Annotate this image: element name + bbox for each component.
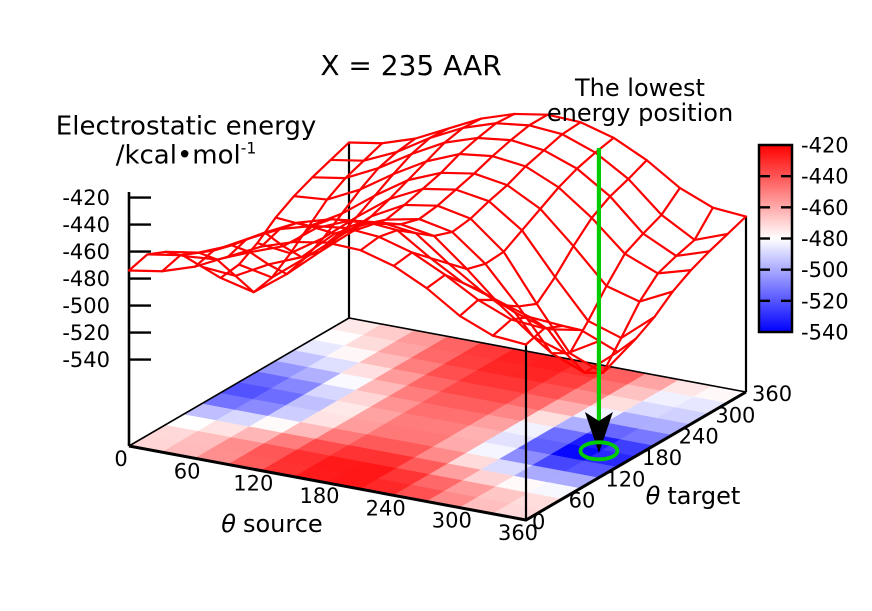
z-tick-label: -420 [62, 186, 110, 210]
y-tick-label: 120 [605, 467, 645, 491]
mesh-line [293, 112, 516, 244]
mesh-line [425, 159, 648, 308]
mesh-line [292, 152, 693, 275]
chart-title: X = 235 AAR [320, 48, 502, 82]
mesh-surface [127, 112, 748, 374]
colorbar-tick-label: -420 [801, 134, 849, 158]
lowest-point-ellipse [578, 440, 620, 462]
y-tick-label: 360 [752, 382, 792, 406]
x-tick-label: 120 [233, 472, 273, 496]
x-tick-label: 360 [498, 521, 538, 545]
mesh-line [146, 224, 546, 330]
y-tick-label: 60 [569, 489, 596, 513]
x-tick-label: 180 [299, 484, 339, 508]
mesh-line [491, 206, 715, 374]
x-tick-label: 240 [366, 496, 406, 520]
x-tick-label: 300 [432, 509, 472, 533]
z-axis-title-line2: /kcal•mol-1 [115, 139, 257, 171]
mesh-line [256, 187, 656, 340]
z-tick-label: -540 [62, 348, 110, 372]
colorbar: -420 -440 -460 -480 -500 -520 -540 [757, 134, 849, 345]
z-tick-label: -520 [62, 321, 110, 345]
axes: -420-440-460-480-500-520-540060120180240… [62, 142, 792, 545]
z-axis-title: Electrostatic energy /kcal•mol-1 [56, 113, 316, 170]
colorbar-tick-label: -440 [801, 165, 849, 189]
annotation-line1: The lowest [575, 74, 705, 102]
mesh-line [524, 215, 748, 354]
mesh-line [227, 127, 450, 259]
mesh-line [326, 113, 549, 244]
y-tick-label: 180 [642, 446, 682, 470]
z-tick-label: -440 [62, 213, 110, 237]
heatmap-floor [128, 317, 747, 521]
y-tick-label: 240 [679, 425, 719, 449]
colorbar-tick-label: -460 [801, 196, 849, 220]
theta-symbol: θ [645, 482, 661, 511]
colorbar-tick-label: -500 [801, 258, 849, 282]
x-tick-label: 60 [174, 459, 201, 483]
x-axis-title: θ source [221, 510, 323, 539]
mesh-line [194, 137, 417, 276]
z-axis-title-line1: Electrostatic energy [55, 111, 317, 142]
annotation-line2: energy position [546, 99, 734, 127]
mesh-line [260, 117, 483, 248]
theta-symbol: θ [221, 510, 236, 539]
mesh-line [458, 186, 681, 355]
y-tick-label: 300 [715, 403, 755, 427]
arrowhead-icon [584, 412, 613, 453]
z-tick-label: -480 [62, 267, 110, 291]
z-tick-label: -460 [62, 240, 110, 264]
mesh-line [160, 142, 384, 294]
annotation-lowest-energy: The lowest energy position [547, 76, 733, 126]
z-tick-label: -500 [62, 294, 110, 318]
colorbar-tick-label: -540 [801, 321, 849, 345]
mesh-line [392, 136, 615, 271]
mesh-line [127, 141, 351, 280]
y-axis-title: θ target [645, 482, 741, 511]
colorbar-tick-label: -520 [801, 289, 849, 313]
lowest-point-marker [578, 148, 620, 462]
x-tick-label: 0 [114, 447, 127, 471]
colorbar-tick-label: -480 [801, 227, 849, 251]
y-tick-label: 0 [532, 510, 545, 534]
mesh-line [359, 121, 582, 252]
z-axis-title-exponent: -1 [240, 139, 257, 158]
